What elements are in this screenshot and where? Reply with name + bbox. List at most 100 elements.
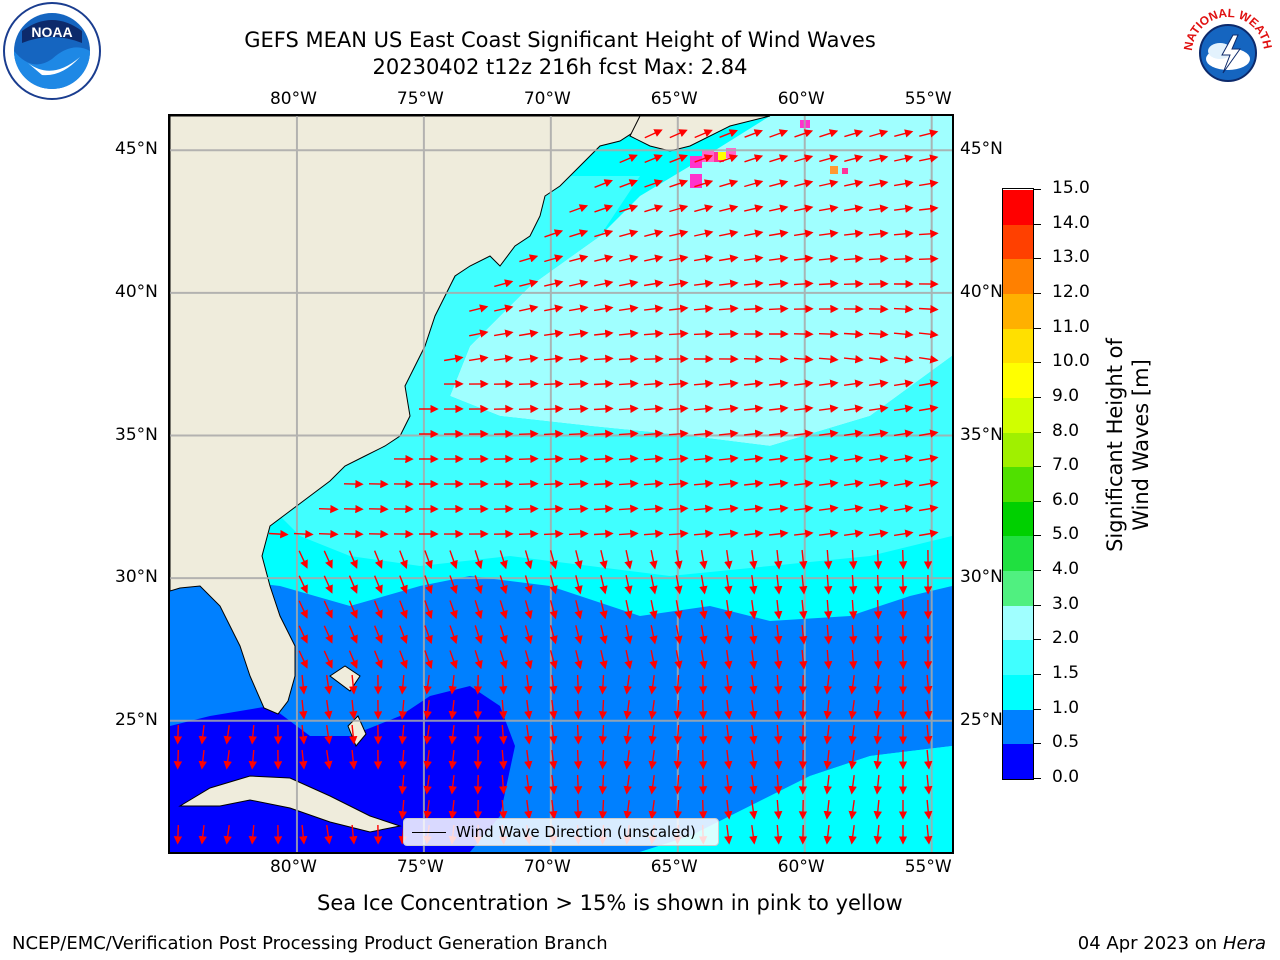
wave-direction-arrow (868, 229, 889, 238)
wave-direction-arrow (724, 700, 733, 720)
wave-direction-arrow (423, 775, 432, 795)
wave-direction-arrow (898, 549, 908, 570)
wave-direction-arrow (543, 354, 564, 363)
wave-direction-arrow (549, 675, 558, 695)
wave-direction-arrow (643, 429, 664, 439)
wave-direction-arrow (323, 575, 333, 594)
wave-direction-arrow (668, 429, 689, 439)
wave-direction-arrow (623, 750, 632, 770)
wave-direction-arrow (549, 550, 558, 570)
wave-direction-arrow (398, 724, 407, 745)
wave-direction-arrow (893, 330, 914, 339)
wave-direction-arrow (744, 229, 764, 238)
wave-direction-arrow (698, 749, 708, 770)
wave-direction-arrow (819, 229, 839, 238)
wave-direction-arrow (298, 600, 308, 619)
wave-direction-arrow (173, 749, 183, 770)
wave-direction-arrow (918, 330, 939, 339)
wave-direction-arrow (873, 649, 883, 670)
wave-direction-arrow (823, 775, 832, 795)
wave-direction-arrow (423, 700, 432, 720)
wave-direction-arrow (818, 254, 839, 263)
wave-direction-arrow (624, 625, 633, 645)
wave-direction-arrow (594, 179, 613, 188)
land-cuba (178, 775, 402, 833)
colorbar-tick-label: 5.0 (1052, 524, 1080, 545)
colorbar-tick-mark (1034, 431, 1041, 433)
wave-direction-arrow (893, 304, 914, 314)
wave-direction-arrow (694, 154, 713, 163)
wave-direction-arrow (544, 229, 564, 238)
wave-direction-arrow (398, 749, 407, 770)
wave-direction-arrow (643, 379, 664, 389)
wave-direction-arrow (724, 624, 733, 645)
wave-direction-arrow (898, 599, 908, 620)
wave-direction-arrow (718, 529, 739, 538)
wave-direction-arrow (669, 179, 689, 188)
wave-direction-arrow (593, 304, 614, 313)
wave-direction-arrow (718, 254, 739, 263)
wave-direction-arrow (693, 404, 714, 413)
wave-direction-arrow (643, 329, 664, 339)
wave-direction-arrow (669, 304, 689, 313)
wave-direction-arrow (844, 129, 864, 138)
wave-direction-arrow (924, 799, 933, 820)
wave-direction-arrow (398, 699, 407, 720)
wave-direction-arrow (799, 624, 808, 645)
wave-direction-arrow (499, 550, 508, 570)
wave-direction-arrow (573, 774, 583, 795)
wave-direction-arrow (769, 429, 789, 438)
wave-direction-arrow (448, 725, 457, 745)
wave-direction-arrow (398, 674, 407, 695)
wave-direction-arrow (593, 379, 614, 389)
wave-direction-arrow (494, 354, 514, 363)
wave-direction-arrow (593, 529, 614, 539)
wave-direction-arrow (644, 154, 663, 164)
wave-direction-arrow (324, 724, 333, 745)
wave-direction-arrow (848, 700, 857, 720)
wave-direction-arrow (568, 429, 589, 439)
wave-direction-arrow (593, 404, 614, 414)
wave-direction-arrow (299, 749, 308, 770)
wave-direction-arrow (743, 279, 764, 288)
wave-direction-arrow (524, 700, 533, 720)
wave-direction-arrow (499, 625, 508, 645)
wave-direction-arrow (619, 154, 638, 164)
wave-direction-arrow (598, 699, 608, 720)
wave-direction-arrow (743, 354, 764, 364)
wave-direction-arrow (499, 650, 508, 670)
wave-direction-arrow (718, 504, 739, 513)
wave-direction-arrow (794, 504, 814, 513)
lat-label: 35°N (960, 424, 1003, 445)
wave-direction-arrow (769, 179, 789, 188)
wave-direction-arrow (673, 724, 683, 745)
wave-direction-arrow (769, 454, 789, 463)
wave-direction-arrow (649, 550, 658, 570)
wave-direction-arrow (823, 649, 833, 670)
wave-direction-arrow (524, 550, 533, 570)
wave-direction-arrow (468, 354, 489, 363)
wave-direction-arrow (669, 204, 689, 213)
lon-label: 70°W (523, 89, 571, 109)
wave-direction-arrow (799, 549, 808, 570)
wave-direction-arrow (543, 529, 564, 539)
wave-direction-arrow (348, 600, 358, 619)
wave-direction-arrow (323, 550, 333, 569)
lat-label: 45°N (115, 139, 158, 160)
wave-direction-arrow (823, 549, 833, 570)
wave-direction-arrow (268, 529, 289, 539)
colorbar-segment (1003, 639, 1033, 676)
wave-direction-arrow (823, 750, 832, 770)
wave-direction-arrow (493, 329, 514, 338)
wave-direction-arrow (843, 355, 864, 364)
wave-direction-arrow (673, 799, 683, 820)
wave-direction-arrow (543, 379, 564, 389)
wave-direction-arrow (699, 549, 708, 570)
wave-direction-arrow (749, 800, 758, 820)
wave-direction-arrow (643, 454, 664, 464)
wave-direction-arrow (568, 354, 589, 363)
wave-direction-arrow (299, 674, 308, 695)
wave-direction-arrow (248, 824, 257, 845)
colorbar-tick-label: 3.0 (1052, 593, 1080, 614)
wave-direction-arrow (868, 379, 889, 388)
